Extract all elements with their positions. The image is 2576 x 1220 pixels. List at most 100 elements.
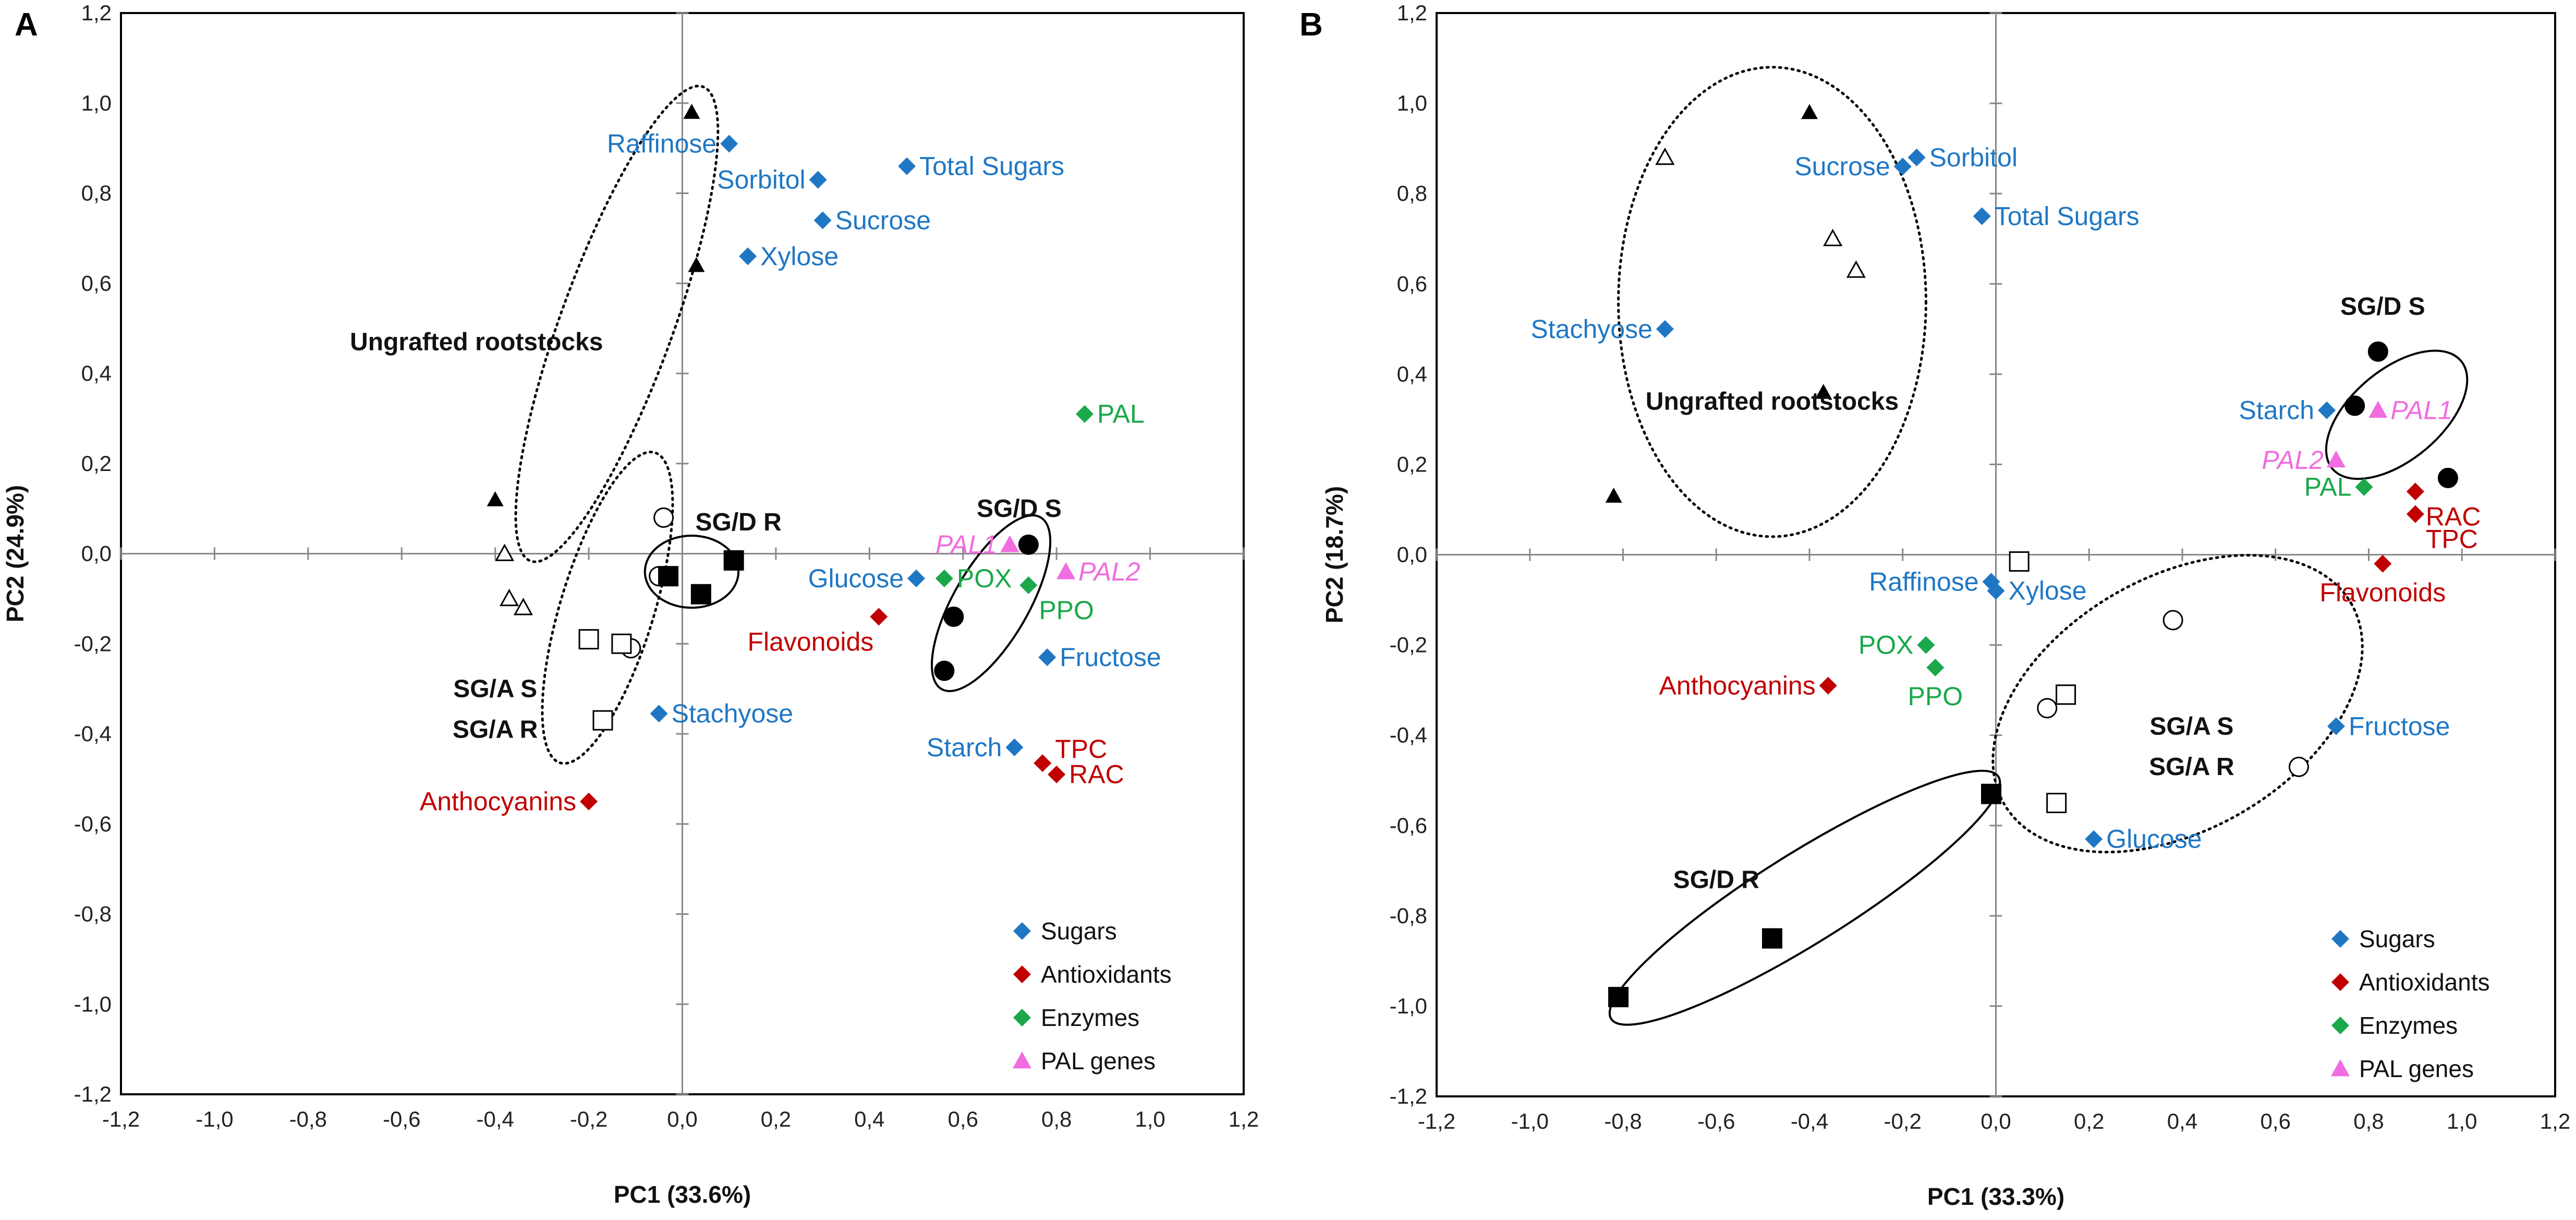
legend-label: PAL genes: [1041, 1047, 1156, 1074]
group-ellipse: [541, 451, 674, 765]
y-tick-label: -0,2: [74, 631, 112, 656]
sample-triangle-filled: [487, 491, 504, 506]
group-ellipse: [1991, 554, 2364, 854]
pal-gene-marker: [1000, 535, 1019, 552]
group-label: Ungrafted rootstocks: [350, 329, 603, 356]
x-tick-label: 0,8: [2353, 1109, 2384, 1133]
group-label: SG/D R: [695, 509, 781, 536]
x-tick-label: 1,2: [2540, 1109, 2570, 1133]
x-tick-label: -0,2: [570, 1107, 607, 1131]
x-axis-title: PC1 (33.6%): [614, 1181, 751, 1208]
variable-label: RAC: [1069, 760, 1124, 789]
sample-triangle-open: [1823, 228, 1843, 247]
variable-label: Total Sugars: [919, 152, 1064, 181]
x-tick-label: -1,0: [196, 1107, 233, 1131]
sample-square-open: [578, 629, 599, 650]
legend-label: Enzymes: [2359, 1012, 2458, 1039]
sample-square-open: [592, 710, 613, 731]
y-tick-label: 0,4: [1397, 361, 1427, 386]
sample-square-open: [2056, 684, 2076, 705]
sugars-marker: [1656, 320, 1674, 338]
x-tick-label: -0,8: [1604, 1109, 1642, 1133]
sample-circle-filled: [2437, 467, 2458, 488]
sugars-marker: [720, 135, 738, 153]
x-tick-label: -0,6: [1697, 1109, 1735, 1133]
x-tick-label: 0,2: [761, 1107, 791, 1131]
legend-sugars-marker: [1013, 922, 1031, 940]
sugars-marker: [2085, 830, 2103, 848]
panel-letter: A: [15, 7, 38, 43]
sample-circle-open: [653, 507, 674, 528]
panel-A: -1,2 -1,0 -0,8 -0,6 -0,4 -0,2 0,0 0,2 0,4 0,6 0,8 1…: [2, 1, 1259, 1208]
sugars-marker: [650, 705, 668, 723]
legend-pal-marker: [2331, 1059, 2350, 1077]
enzymes-marker: [1019, 576, 1038, 594]
enzymes-marker: [935, 570, 953, 588]
y-tick-label: 0,2: [1397, 452, 1427, 476]
sample-square-filled: [658, 566, 679, 587]
y-tick-label: -1,2: [74, 1082, 112, 1106]
sample-circle-open: [2037, 698, 2058, 719]
group-label: SG/D S: [977, 495, 1062, 523]
group-ellipse: [2325, 349, 2469, 480]
sugars-marker: [898, 157, 916, 175]
sugars-marker: [1893, 158, 1912, 176]
legend-antioxidants-marker: [1013, 965, 1031, 983]
group-label: SG/A R: [2149, 753, 2234, 781]
y-tick-label: 1,2: [1397, 1, 1427, 25]
sample-circle-filled: [934, 660, 955, 681]
sample-triangle-filled: [683, 104, 700, 119]
variable-label: PPO: [1039, 596, 1094, 625]
variable-label: Total Sugars: [1995, 201, 2140, 231]
x-tick-label: -0,8: [289, 1107, 327, 1131]
group-label: SG/D R: [1673, 866, 1759, 894]
y-tick-label: -0,8: [74, 902, 112, 926]
sample-circle-filled: [943, 606, 964, 627]
variable-label: Xylose: [2009, 576, 2087, 606]
variable-label: RAC: [2426, 502, 2481, 531]
x-tick-label: 1,0: [2447, 1109, 2477, 1133]
y-tick-label: 0,8: [1397, 181, 1427, 206]
variable-label: Flavonoids: [2319, 578, 2446, 607]
y-tick-label: 0,8: [81, 181, 112, 206]
sugars-marker: [739, 247, 757, 265]
pal-gene-marker: [2326, 450, 2346, 468]
x-axis-title: PC1 (33.3%): [1927, 1183, 2064, 1210]
y-tick-label: -0,2: [1390, 633, 1427, 657]
x-tick-label: 0,0: [667, 1107, 697, 1131]
x-tick-label: 1,2: [1229, 1107, 1259, 1131]
x-tick-label: 1,0: [1135, 1107, 1165, 1131]
y-tick-label: 1,0: [1397, 91, 1427, 115]
variable-label: PPO: [1908, 682, 1963, 711]
sugars-marker: [1907, 148, 1926, 166]
variable-label: Sorbitol: [717, 165, 806, 195]
x-tick-label: -0,4: [476, 1107, 514, 1131]
variable-label: Raffinose: [607, 129, 716, 158]
sample-triangle-open: [1655, 147, 1675, 165]
sample-square-filled: [1981, 783, 2002, 804]
y-tick-label: 0,2: [81, 451, 112, 476]
sample-circle-open: [2288, 756, 2309, 777]
panel-B: -1,2 -1,0 -0,8 -0,6 -0,4 -0,2 0,0 0,2 0,4 0,6 0,8 1…: [1299, 1, 2570, 1210]
y-axis-title: PC2 (24.9%): [2, 485, 29, 622]
group-ellipse: [643, 534, 740, 609]
group-label: SG/A R: [453, 716, 538, 743]
variable-label: Raffinose: [1869, 567, 1978, 596]
panel-letter: B: [1299, 7, 1323, 43]
y-tick-label: 0,6: [81, 271, 112, 295]
variable-label: POX: [1858, 631, 1914, 660]
variable-label: Sucrose: [1794, 152, 1890, 181]
sugars-marker: [907, 570, 926, 588]
y-tick-label: 0,4: [81, 361, 112, 385]
x-tick-label: -0,4: [1791, 1109, 1828, 1133]
variable-label: Fructose: [1060, 643, 1161, 672]
y-tick-label: -0,4: [74, 721, 112, 746]
sample-triangle-open: [513, 598, 533, 615]
legend-label: Sugars: [2359, 925, 2435, 952]
antioxidants-marker: [1819, 677, 1837, 695]
variable-label: Stachyose: [1530, 315, 1652, 344]
sample-triangle-filled: [1605, 487, 1622, 503]
variable-label: Glucose: [808, 564, 904, 593]
variable-label: POX: [957, 564, 1012, 593]
